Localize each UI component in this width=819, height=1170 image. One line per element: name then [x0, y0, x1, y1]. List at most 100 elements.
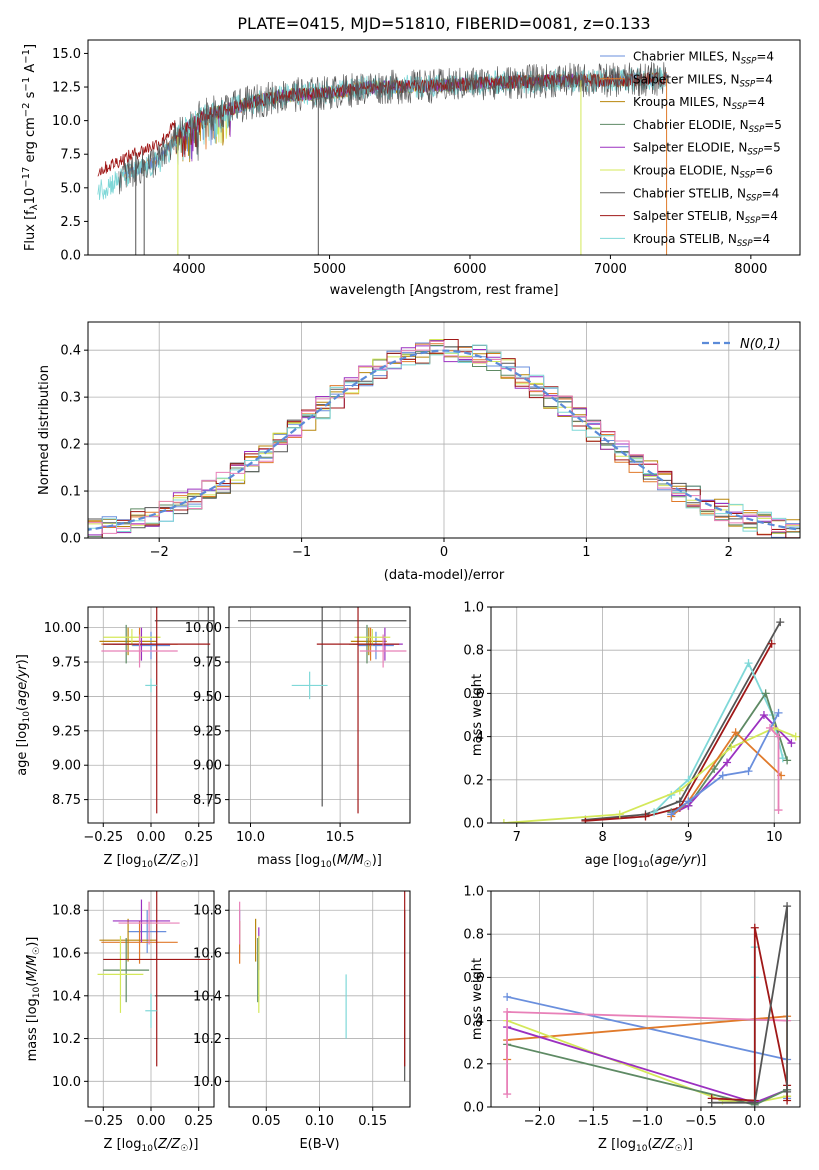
y-axis-label: mass [log10(M/M☉)]	[25, 937, 42, 1062]
x-tick-label: 0.10	[305, 1114, 334, 1129]
x-tick-label: 0.05	[252, 1114, 281, 1129]
weight-line	[711, 905, 788, 1104]
x-tick-label: 7000	[594, 262, 627, 277]
x-axis-label: E(B-V)	[299, 1137, 339, 1152]
x-tick-label: 8000	[734, 262, 767, 277]
y-tick-label: 0.0	[60, 532, 81, 547]
weight-line	[503, 727, 797, 823]
x-tick-label: 10	[766, 830, 783, 845]
weight-marker	[744, 767, 753, 776]
x-tick-label: 0	[440, 545, 448, 560]
y-tick-label: 0.0	[463, 817, 484, 832]
legend-label: Salpeter MILES, NSSP=4	[633, 72, 773, 89]
errorbar-point	[131, 631, 171, 660]
weight-marker	[684, 797, 693, 806]
mass-vs-Z-plot-area	[97, 891, 214, 1082]
residuals-plot-area	[88, 339, 800, 538]
y-tick-label: 0.8	[463, 644, 484, 659]
y-tick-label: 8.75	[52, 793, 81, 808]
weight-line	[585, 621, 782, 821]
weight-marker	[731, 728, 740, 737]
spectrum-legend: Chabrier MILES, NSSP=4 Salpeter MILES, NS…	[600, 50, 782, 249]
y-tick-label: 7.5	[60, 148, 81, 163]
y-tick-label: 0.4	[463, 730, 484, 745]
x-tick-label: −0.5	[685, 1114, 717, 1129]
weight-marker	[723, 758, 732, 767]
normal-curve	[88, 349, 800, 531]
y-tick-label: 9.75	[193, 656, 222, 671]
weight-marker	[750, 923, 759, 932]
x-tick-label: −1.0	[631, 1114, 663, 1129]
y-tick-label: 0.6	[463, 687, 484, 702]
y-tick-label: 1.0	[463, 885, 484, 900]
y-tick-label: 10.0	[193, 1075, 222, 1090]
y-tick-label: 9.25	[52, 724, 81, 739]
weight-marker	[581, 816, 590, 823]
y-axis-label: mass weight	[470, 958, 485, 1040]
y-tick-label: 0.4	[60, 344, 81, 359]
y-tick-label: 10.6	[193, 947, 222, 962]
weight-marker	[718, 771, 727, 780]
y-tick-label: 5.0	[60, 181, 81, 196]
x-tick-label: 7	[513, 830, 521, 845]
errorbar-point	[99, 918, 157, 962]
weight-series	[707, 902, 792, 1107]
y-axis-label: Normed distribution	[37, 365, 52, 495]
weight-series	[499, 723, 800, 823]
y-tick-label: 0.2	[60, 438, 81, 453]
weight-marker	[707, 1098, 716, 1107]
weight-marker	[783, 756, 792, 765]
x-tick-label: 10.5	[326, 830, 355, 845]
y-tick-label: 10.8	[193, 904, 222, 919]
weight-series	[765, 723, 783, 815]
x-axis-label: (data-model)/error	[384, 568, 505, 583]
weight-marker	[774, 732, 783, 741]
weight-marker	[787, 739, 796, 748]
errorbar-point	[101, 634, 178, 668]
mass-vs-Z-panel: −0.25 0.00 0.25 10.0 10.2 10.4 10.6 10.8	[52, 890, 215, 1129]
legend-label: Salpeter ELODIE, NSSP=5	[633, 141, 781, 158]
weight-marker	[776, 618, 785, 627]
x-axis-label: Z [log10(Z/Z☉)]	[104, 1137, 199, 1154]
mass-vs-EBV-plot-area	[239, 891, 406, 1082]
weight-marker	[761, 689, 770, 698]
weight-marker	[727, 743, 736, 752]
errorbar-point	[103, 607, 211, 814]
y-tick-label: 9.00	[193, 759, 222, 774]
y-axis-label: age [log10(age/yr)]	[15, 654, 32, 776]
y-tick-label: 15.0	[52, 47, 81, 62]
y-tick-label: 0.6	[463, 971, 484, 986]
y-tick-label: 10.2	[193, 1032, 222, 1047]
y-tick-label: 10.0	[52, 114, 81, 129]
y-tick-label: 12.5	[52, 81, 81, 96]
errorbar-point	[97, 935, 144, 1013]
weight-series	[667, 708, 783, 819]
x-tick-label: 1	[582, 545, 590, 560]
y-tick-label: 1.0	[463, 601, 484, 616]
errorbar-point	[145, 993, 157, 1028]
spectrum-panel: 4000 5000 6000 7000 8000 0.0 2.5 5.0 7.5 10.0 12.5…	[52, 39, 801, 277]
errorbar-point	[359, 634, 407, 668]
y-tick-label: 8.75	[193, 793, 222, 808]
y-tick-label: 10.8	[52, 904, 81, 919]
weight-vs-age-panel: 7 8 9 10 0.0 0.2 0.4 0.6 0.8 1.0	[463, 601, 801, 845]
weight-marker	[783, 1096, 792, 1105]
spectrum-plot-area	[97, 61, 668, 255]
x-tick-label: −2	[150, 545, 169, 560]
y-tick-label: 10.00	[44, 621, 81, 636]
y-tick-label: 10.0	[52, 1075, 81, 1090]
weight-marker	[667, 810, 676, 819]
weight-vs-Z-panel: −2.0 −1.5 −1.0 −0.5 0.0 0.0 0.2 0.4 0.6 0.8 1.0	[463, 885, 801, 1129]
errorbar-point	[237, 607, 407, 807]
x-tick-label: −1.5	[577, 1114, 609, 1129]
weight-vs-age-frame	[490, 606, 801, 824]
y-tick-label: 10.4	[52, 989, 81, 1004]
x-axis-label: age [log10(age/yr)]	[585, 853, 707, 870]
mass-vs-EBV-panel: 0.05 0.10 0.15 10.0 10.2 10.4 10.6 10.8	[193, 890, 411, 1129]
errorbar-point	[112, 899, 171, 943]
legend-label: Kroupa STELIB, NSSP=4	[633, 232, 770, 249]
x-tick-label: 0.25	[184, 830, 213, 845]
x-tick-label: −0.25	[83, 830, 123, 845]
y-tick-label: 9.75	[52, 656, 81, 671]
